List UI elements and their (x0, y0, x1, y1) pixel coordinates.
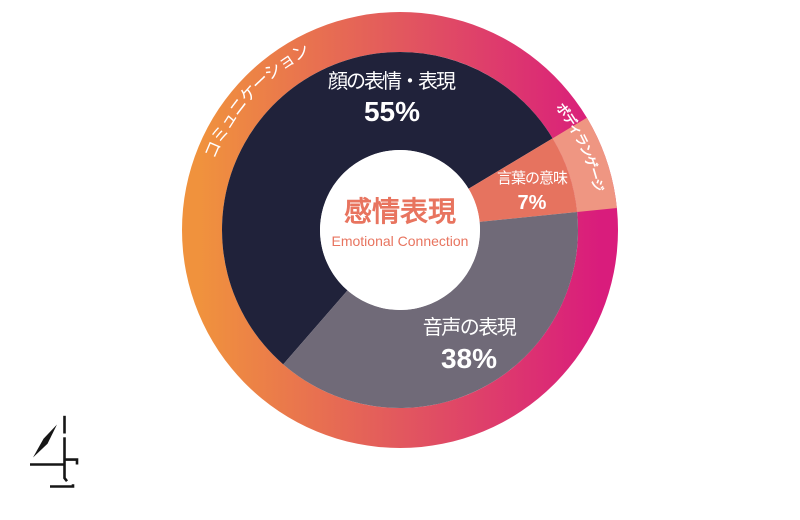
svg-text:音声の表現: 音声の表現 (423, 316, 517, 339)
svg-text:顔の表情・表現: 顔の表情・表現 (328, 70, 456, 93)
svg-text:55%: 55% (364, 96, 420, 127)
svg-text:感情表現: 感情表現 (344, 196, 456, 227)
svg-text:7%: 7% (518, 192, 547, 214)
svg-text:Emotional Connection: Emotional Connection (332, 233, 469, 249)
svg-text:言葉の意味: 言葉の意味 (497, 169, 568, 187)
svg-text:38%: 38% (441, 343, 497, 374)
